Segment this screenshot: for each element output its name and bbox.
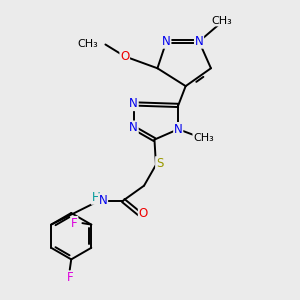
Text: N: N [99, 194, 107, 207]
Text: N: N [129, 121, 138, 134]
Text: N: N [162, 35, 171, 48]
Text: N: N [174, 123, 183, 136]
Text: H: H [92, 191, 100, 204]
Text: N: N [129, 98, 138, 110]
Text: CH₃: CH₃ [193, 133, 214, 143]
Text: N: N [195, 35, 203, 48]
Text: F: F [66, 271, 73, 284]
Text: O: O [139, 207, 148, 220]
Text: O: O [120, 50, 129, 63]
Text: S: S [156, 157, 163, 170]
Text: F: F [71, 217, 78, 230]
Text: CH₃: CH₃ [211, 16, 232, 26]
Text: CH₃: CH₃ [77, 40, 98, 50]
